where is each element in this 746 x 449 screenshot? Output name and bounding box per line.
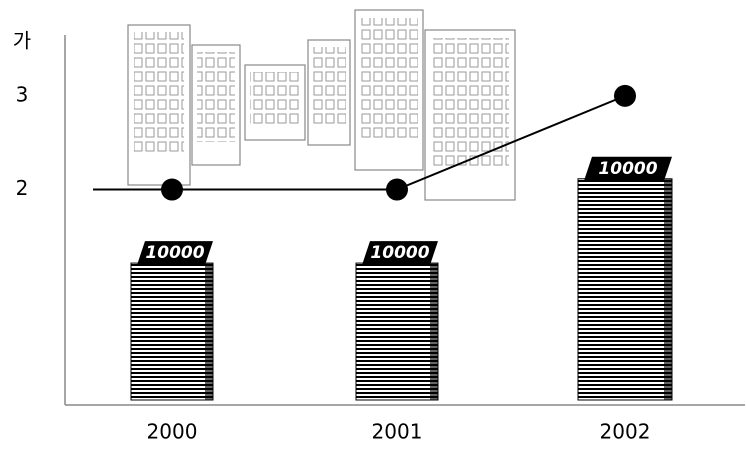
y-tick-label: 2: [16, 176, 29, 200]
x-tick-label: 2002: [600, 420, 651, 444]
stack-label-bg: [137, 241, 213, 266]
money-stack: 10000: [355, 241, 439, 401]
money-stack: 10000: [130, 241, 214, 401]
point: [386, 178, 408, 201]
stack-body: [355, 262, 439, 401]
stack-label: 10000: [370, 243, 429, 263]
point: [161, 178, 183, 201]
stack-body: [577, 178, 673, 401]
money-stack: 10000: [577, 156, 673, 401]
buildings-illustration: [127, 9, 516, 201]
stack-label: 10000: [145, 243, 204, 263]
stack-side: [430, 263, 438, 400]
stack-side: [205, 263, 213, 400]
y-axis-label: 가: [13, 29, 31, 53]
stack-side: [664, 178, 672, 400]
point: [614, 84, 636, 107]
x-tick-label: 2000: [147, 420, 198, 444]
stack-label-bg: [362, 241, 438, 266]
y-tick-label: 3: [16, 82, 29, 106]
x-tick-label: 2001: [372, 420, 423, 444]
stack-body: [130, 262, 214, 401]
stack-label: 10000: [598, 159, 657, 179]
stack-label-bg: [584, 156, 672, 181]
